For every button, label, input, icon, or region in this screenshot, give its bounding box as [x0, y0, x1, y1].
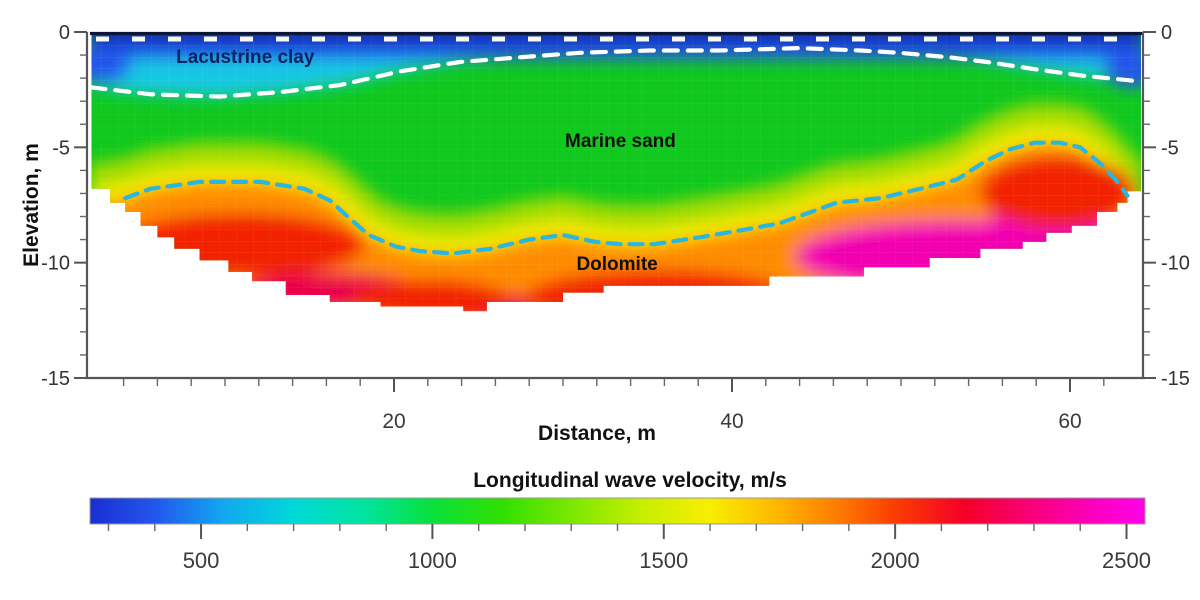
label-dolomite: Dolomite — [576, 254, 657, 275]
svg-text:1000: 1000 — [408, 548, 457, 573]
svg-text:-10: -10 — [1161, 253, 1190, 275]
colorbar-gradient-bar — [89, 497, 1146, 525]
svg-text:-5: -5 — [52, 137, 70, 159]
label-marine-sand: Marine sand — [565, 131, 676, 152]
svg-text:-10: -10 — [41, 253, 70, 275]
svg-text:20: 20 — [382, 410, 405, 433]
svg-text:0: 0 — [59, 22, 70, 44]
svg-text:2000: 2000 — [871, 548, 920, 573]
svg-text:-5: -5 — [1161, 137, 1179, 159]
svg-text:40: 40 — [720, 410, 743, 433]
svg-text:-15: -15 — [1161, 368, 1190, 390]
svg-text:2500: 2500 — [1102, 548, 1151, 573]
clay-sand-boundary-line — [89, 45, 1144, 99]
axes: 0 0 -5 -5 -10 -10 -15 -15 20 40 60 — [41, 22, 1190, 433]
label-lacustrine-clay: Lacustrine clay — [176, 47, 315, 68]
colorbar-title: Longitudinal wave velocity, m/s — [473, 469, 787, 492]
svg-text:60: 60 — [1058, 410, 1081, 433]
svg-text:1500: 1500 — [639, 548, 688, 573]
svg-text:500: 500 — [183, 548, 220, 573]
svg-text:-15: -15 — [41, 368, 70, 390]
sand-dolomite-boundary-line — [123, 140, 1130, 256]
velocity-field — [91, 33, 1141, 312]
x-axis-title: Distance, m — [538, 422, 656, 445]
y-axis-title: Elevation, m — [20, 143, 43, 267]
svg-text:0: 0 — [1161, 22, 1172, 44]
colorbar: 500 1000 1500 2000 2500 — [89, 497, 1151, 573]
colorbar-ticks: 500 1000 1500 2000 2500 — [107, 524, 1151, 573]
